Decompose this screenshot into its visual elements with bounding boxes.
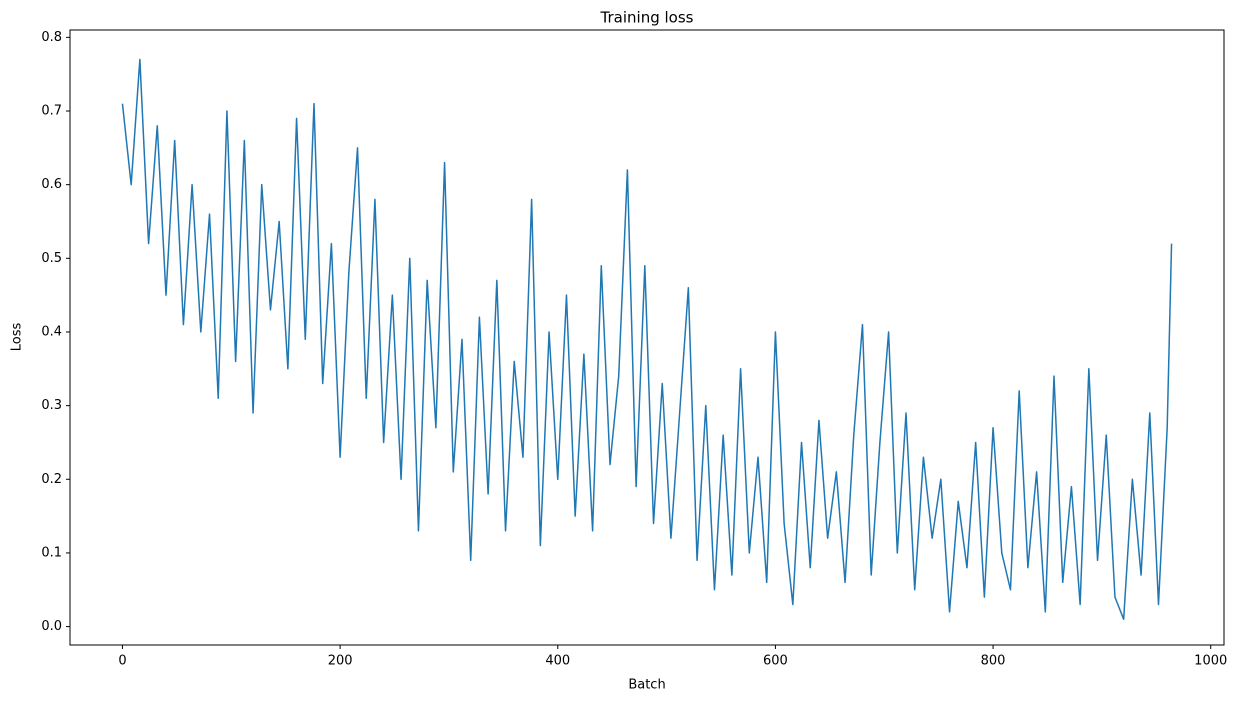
x-tick-label: 800 <box>981 654 1006 669</box>
y-tick-label: 0.6 <box>41 177 62 192</box>
x-tick-label: 1000 <box>1194 654 1227 669</box>
y-tick-label: 0.8 <box>41 30 62 45</box>
y-tick-label: 0.5 <box>41 251 62 266</box>
x-tick-label: 0 <box>118 654 126 669</box>
y-tick-label: 0.2 <box>41 472 62 487</box>
y-tick-label: 0.0 <box>41 619 62 634</box>
x-tick-label: 600 <box>763 654 788 669</box>
chart-title: Training loss <box>600 9 694 27</box>
y-tick-label: 0.3 <box>41 398 62 413</box>
x-tick-label: 400 <box>545 654 570 669</box>
loss-line <box>121 58 1173 620</box>
x-tick-label: 200 <box>328 654 353 669</box>
y-axis-label: Loss <box>10 323 25 352</box>
y-tick-label: 0.4 <box>41 324 62 339</box>
x-axis-label: Batch <box>628 678 665 693</box>
axes-frame <box>69 29 1225 646</box>
y-tick-label: 0.1 <box>41 545 62 560</box>
y-tick-label: 0.7 <box>41 104 62 119</box>
